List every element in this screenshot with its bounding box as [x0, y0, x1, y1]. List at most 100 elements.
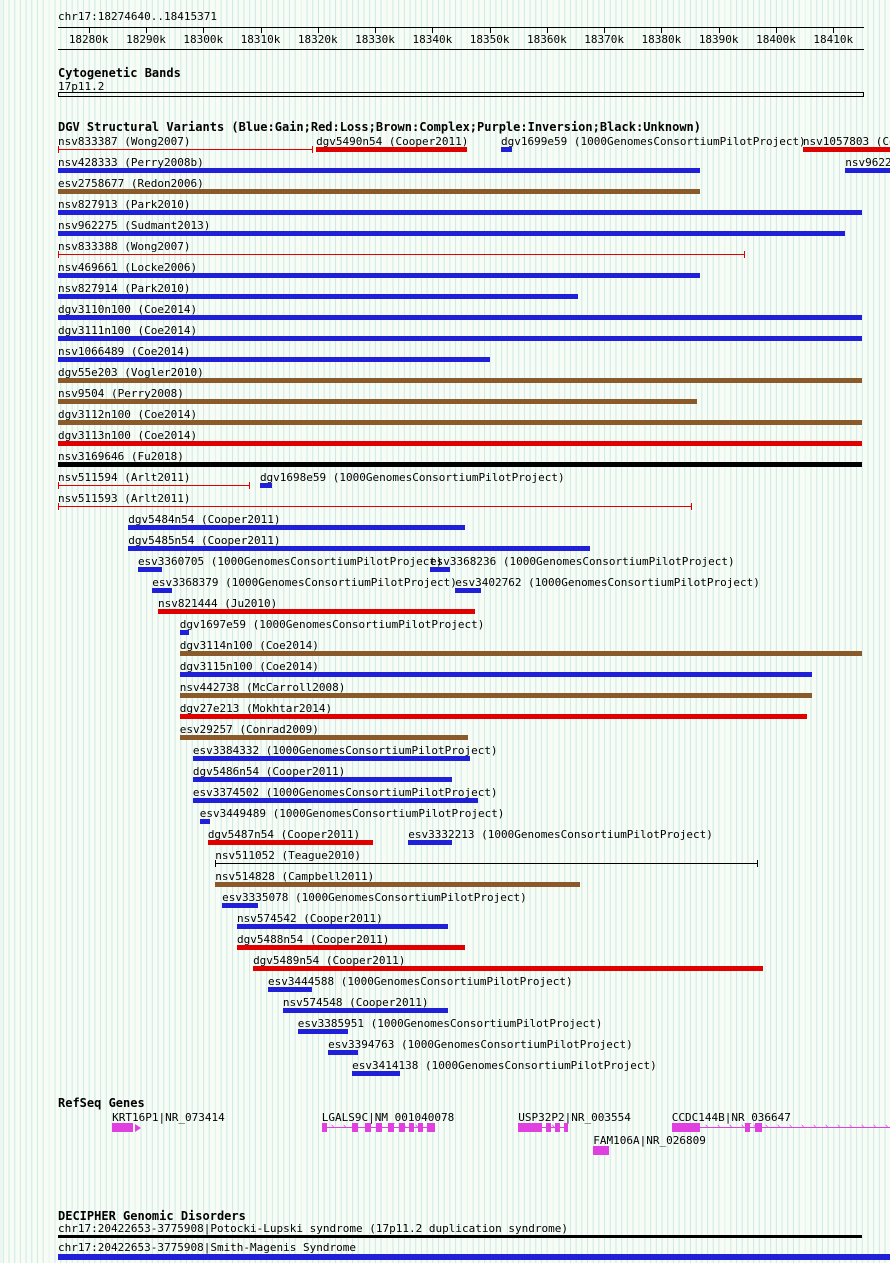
- gene-label[interactable]: FAM106A|NR_026809: [593, 1134, 706, 1147]
- variant-label[interactable]: dgv5489n54 (Cooper2011): [253, 954, 406, 967]
- variant-label[interactable]: dgv55e203 (Vogler2010): [58, 366, 204, 379]
- variant-label[interactable]: nsv821444 (Ju2010): [157, 597, 278, 610]
- variant-label[interactable]: dgv1698e59 (1000GenomesConsortiumPilotPr…: [259, 471, 565, 484]
- gene-label[interactable]: LGALS9C|NM_001040078: [321, 1111, 455, 1124]
- variant-bar[interactable]: [179, 672, 813, 677]
- variant-bar[interactable]: [192, 756, 471, 761]
- variant-label[interactable]: nsv3169646 (Fu2018): [58, 450, 184, 463]
- variant-label[interactable]: esv3402762 (1000GenomesConsortiumPilotPr…: [455, 576, 760, 589]
- variant-span-line[interactable]: [215, 863, 759, 864]
- variant-label[interactable]: nsv514828 (Campbell2011): [215, 870, 375, 883]
- variant-bar[interactable]: [58, 210, 862, 215]
- gene-exon[interactable]: [671, 1123, 700, 1132]
- variant-label[interactable]: nsv833387 (Wong2007): [58, 135, 191, 148]
- variant-bar[interactable]: [58, 441, 862, 446]
- variant-bar[interactable]: [501, 147, 512, 152]
- variant-bar[interactable]: [352, 1071, 401, 1076]
- variant-span-line[interactable]: [58, 254, 746, 255]
- gene-exon[interactable]: [388, 1123, 394, 1132]
- variant-label[interactable]: nsv1057803 (Coe: [802, 135, 890, 148]
- variant-label[interactable]: nsv442738 (McCarroll2008): [179, 681, 346, 694]
- variant-label[interactable]: esv3332213 (1000GenomesConsortiumPilotPr…: [408, 828, 713, 841]
- variant-label[interactable]: esv3394763 (1000GenomesConsortiumPilotPr…: [328, 1038, 633, 1051]
- variant-bar[interactable]: [253, 966, 763, 971]
- gene-exon[interactable]: [564, 1123, 569, 1132]
- variant-label[interactable]: esv3360705 (1000GenomesConsortiumPilotPr…: [137, 555, 443, 568]
- variant-label[interactable]: nsv574548 (Cooper2011): [282, 996, 429, 1009]
- variant-bar[interactable]: [282, 1008, 448, 1013]
- variant-bar[interactable]: [128, 546, 590, 551]
- variant-label[interactable]: dgv5486n54 (Cooper2011): [192, 765, 346, 778]
- variant-label[interactable]: nsv827914 (Park2010): [58, 282, 191, 295]
- variant-bar[interactable]: [199, 819, 211, 824]
- variant-bar[interactable]: [179, 630, 189, 635]
- variant-bar[interactable]: [58, 168, 700, 173]
- variant-bar[interactable]: [207, 840, 373, 845]
- variant-bar[interactable]: [192, 777, 452, 782]
- gene-exon[interactable]: [427, 1123, 436, 1132]
- variant-label[interactable]: nsv1066489 (Coe2014): [58, 345, 191, 358]
- gene-exon[interactable]: [408, 1123, 414, 1132]
- variant-bar[interactable]: [267, 987, 313, 992]
- gene-exon[interactable]: [518, 1123, 542, 1132]
- variant-bar[interactable]: [802, 147, 890, 152]
- gene-exon[interactable]: [545, 1123, 551, 1132]
- variant-label[interactable]: esv3374502 (1000GenomesConsortiumPilotPr…: [192, 786, 498, 799]
- cytoband-label[interactable]: 17p11.2: [58, 80, 105, 93]
- variant-label[interactable]: esv3385951 (1000GenomesConsortiumPilotPr…: [297, 1017, 603, 1030]
- variant-bar[interactable]: [222, 903, 259, 908]
- variant-label[interactable]: dgv3114n100 (Coe2014): [179, 639, 319, 652]
- variant-span-line[interactable]: [58, 506, 692, 507]
- variant-bar[interactable]: [58, 399, 697, 404]
- gene-exon[interactable]: [352, 1123, 358, 1132]
- variant-bar[interactable]: [58, 378, 862, 383]
- gene-exon[interactable]: [418, 1123, 424, 1132]
- variant-bar[interactable]: [192, 798, 479, 803]
- variant-span-line[interactable]: [58, 485, 251, 486]
- variant-label[interactable]: esv3444588 (1000GenomesConsortiumPilotPr…: [267, 975, 573, 988]
- variant-bar[interactable]: [408, 840, 452, 845]
- variant-label[interactable]: dgv3110n100 (Coe2014): [58, 303, 198, 316]
- variant-label[interactable]: nsv96227: [845, 156, 890, 169]
- variant-label[interactable]: esv3335078 (1000GenomesConsortiumPilotPr…: [222, 891, 527, 904]
- variant-label[interactable]: esv3368379 (1000GenomesConsortiumPilotPr…: [152, 576, 457, 589]
- variant-label[interactable]: nsv428333 (Perry2008b): [58, 156, 204, 169]
- variant-bar[interactable]: [179, 735, 468, 740]
- variant-bar[interactable]: [58, 189, 700, 194]
- variant-label[interactable]: dgv5487n54 (Cooper2011): [207, 828, 361, 841]
- variant-label[interactable]: dgv27e213 (Mokhtar2014): [179, 702, 333, 715]
- variant-bar[interactable]: [58, 420, 862, 425]
- variant-bar[interactable]: [157, 609, 475, 614]
- variant-bar[interactable]: [259, 483, 272, 488]
- variant-label[interactable]: nsv9504 (Perry2008): [58, 387, 184, 400]
- variant-label[interactable]: esv3368236 (1000GenomesConsortiumPilotPr…: [430, 555, 735, 568]
- variant-label[interactable]: dgv3112n100 (Coe2014): [58, 408, 198, 421]
- variant-bar[interactable]: [58, 231, 846, 236]
- variant-bar[interactable]: [316, 147, 467, 152]
- variant-bar[interactable]: [179, 651, 862, 656]
- variant-label[interactable]: nsv574542 (Cooper2011): [237, 912, 383, 925]
- variant-bar[interactable]: [58, 294, 578, 299]
- gene-label[interactable]: USP32P2|NR_003554: [518, 1111, 631, 1124]
- variant-bar[interactable]: [58, 336, 862, 341]
- variant-label[interactable]: nsv962275 (Sudmant2013): [58, 219, 211, 232]
- variant-label[interactable]: nsv469661 (Locke2006): [58, 261, 198, 274]
- variant-label[interactable]: nsv827913 (Park2010): [58, 198, 191, 211]
- variant-label[interactable]: esv3384332 (1000GenomesConsortiumPilotPr…: [192, 744, 498, 757]
- variant-label[interactable]: nsv511594 (Arlt2011): [58, 471, 191, 484]
- decipher-entry-bar[interactable]: [58, 1235, 862, 1238]
- variant-bar[interactable]: [179, 693, 813, 698]
- variant-bar[interactable]: [58, 357, 491, 362]
- variant-label[interactable]: dgv5490n54 (Cooper2011): [316, 135, 469, 148]
- gene-exon[interactable]: [554, 1123, 561, 1132]
- variant-label[interactable]: dgv3111n100 (Coe2014): [58, 324, 198, 337]
- variant-bar[interactable]: [430, 567, 451, 572]
- variant-label[interactable]: dgv5488n54 (Cooper2011): [237, 933, 390, 946]
- variant-bar[interactable]: [137, 567, 162, 572]
- variant-bar[interactable]: [58, 273, 700, 278]
- gene-exon[interactable]: [593, 1146, 609, 1155]
- variant-label[interactable]: dgv5484n54 (Cooper2011): [128, 513, 281, 526]
- variant-label[interactable]: dgv1697e59 (1000GenomesConsortiumPilotPr…: [179, 618, 485, 631]
- variant-bar[interactable]: [297, 1029, 349, 1034]
- gene-exon[interactable]: [321, 1123, 327, 1132]
